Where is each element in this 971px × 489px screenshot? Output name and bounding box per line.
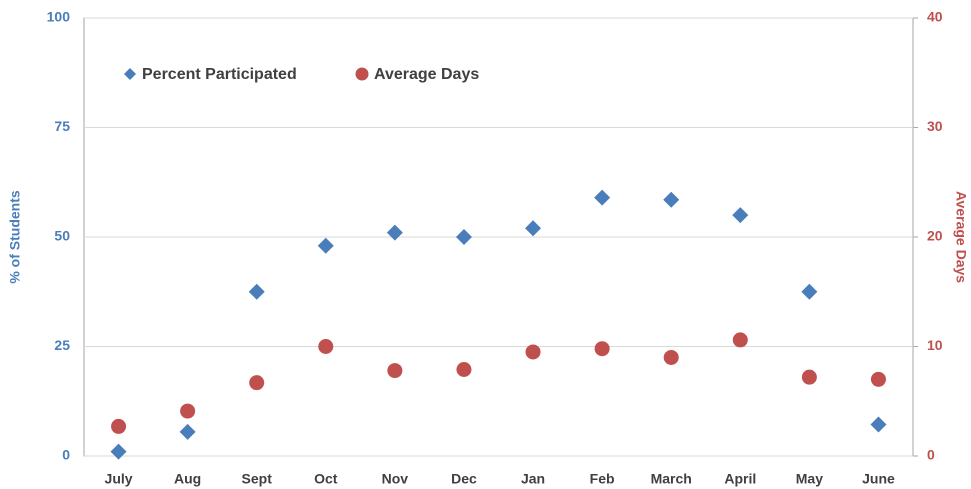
- data-point: [386, 224, 403, 241]
- data-point: [179, 423, 196, 440]
- legend-marker: [355, 67, 369, 81]
- y-tick-label: 75: [54, 118, 70, 134]
- data-point: [870, 371, 886, 387]
- y2-tick-label: 20: [927, 228, 943, 244]
- data-point: [594, 189, 611, 206]
- y-tick-label: 25: [54, 337, 70, 353]
- x-tick-label: Dec: [451, 471, 477, 487]
- y-axis-label: % of Students: [7, 190, 23, 284]
- x-tick-label: April: [724, 471, 756, 487]
- x-tick-label: June: [862, 471, 895, 487]
- y-tick-label: 50: [54, 228, 70, 244]
- data-point: [248, 283, 265, 300]
- data-point: [455, 229, 472, 245]
- data-point: [111, 418, 127, 434]
- y-tick-label: 100: [47, 9, 71, 25]
- y2-tick-label: 30: [927, 118, 943, 134]
- data-point: [525, 220, 542, 237]
- x-tick-label: Jan: [521, 471, 545, 487]
- y2-axis-label: Average Days: [953, 191, 969, 283]
- y2-tick-label: 10: [927, 337, 943, 353]
- data-point: [249, 375, 265, 391]
- y2-tick-label: 40: [927, 9, 943, 25]
- data-point: [732, 332, 748, 348]
- x-tick-label: May: [796, 471, 823, 487]
- data-point: [594, 341, 610, 357]
- data-point: [318, 339, 334, 354]
- legend-label: Average Days: [374, 66, 479, 83]
- x-tick-label: Aug: [174, 471, 201, 487]
- data-point: [387, 363, 403, 379]
- data-point: [801, 369, 817, 385]
- data-point: [525, 344, 541, 360]
- y2-tick-label: 0: [927, 447, 935, 463]
- data-point: [663, 191, 680, 208]
- data-point: [456, 361, 472, 377]
- x-tick-label: March: [651, 471, 692, 487]
- x-tick-label: Nov: [382, 471, 409, 487]
- data-point: [801, 283, 818, 300]
- x-tick-label: Oct: [314, 471, 338, 487]
- data-point: [317, 237, 334, 254]
- data-point: [180, 403, 196, 419]
- data-point: [732, 207, 749, 224]
- data-point: [870, 416, 887, 433]
- legend-label: Percent Participated: [142, 66, 297, 83]
- y-tick-label: 0: [62, 447, 70, 463]
- x-tick-label: Feb: [590, 471, 615, 487]
- legend-marker: [124, 68, 136, 80]
- x-tick-label: July: [105, 471, 133, 487]
- data-point: [110, 443, 127, 460]
- data-point: [663, 349, 679, 365]
- x-tick-label: Sept: [242, 471, 273, 487]
